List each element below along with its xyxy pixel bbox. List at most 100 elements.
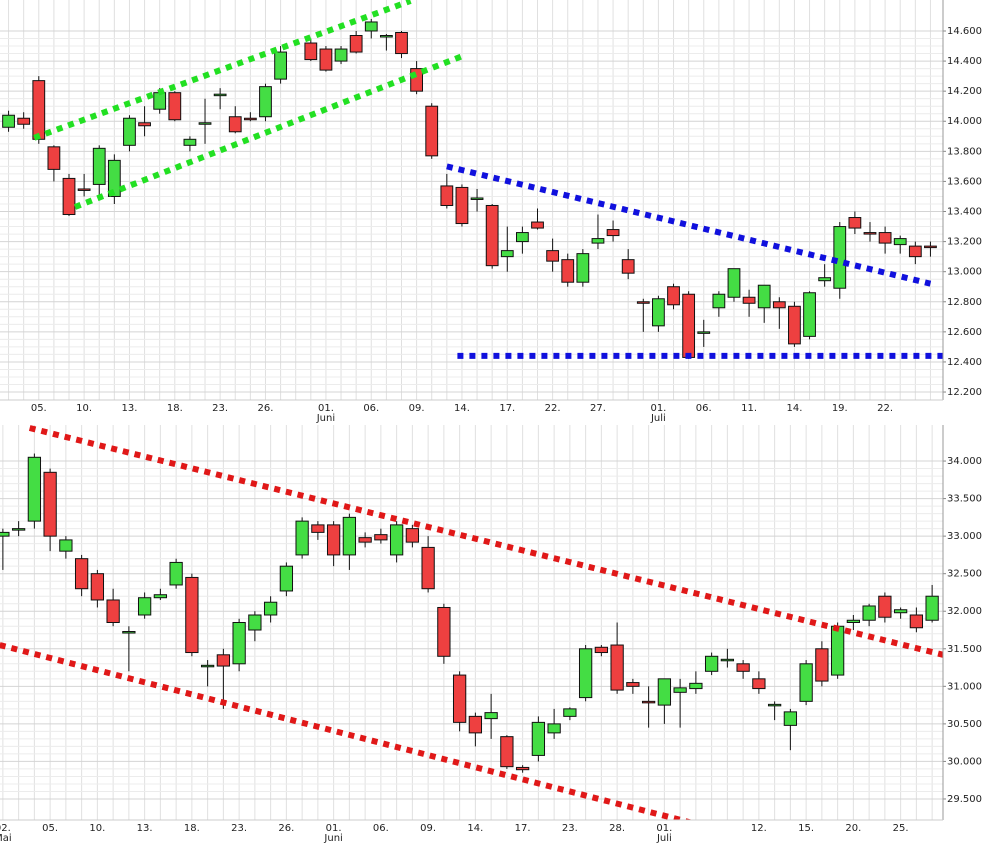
candle-body	[500, 250, 514, 258]
x-month-label: Juli	[656, 833, 672, 844]
x-tick-label: 27.	[590, 403, 606, 414]
y-tick-label: 31.500	[947, 644, 982, 655]
candle-body	[606, 229, 620, 237]
plot-area	[2, 0, 943, 359]
candle-body	[425, 105, 439, 157]
candle-body	[405, 528, 420, 543]
candle-body	[90, 573, 105, 601]
x-tick-label: 09.	[409, 403, 425, 414]
candle-body	[74, 558, 89, 590]
trend-line	[0, 642, 693, 820]
candle-body	[924, 245, 937, 249]
candle-body	[216, 654, 231, 667]
x-tick-label: 22.	[545, 403, 561, 414]
x-month-label: Juni	[323, 833, 342, 844]
x-tick-label: 14.	[467, 823, 483, 834]
candle-body	[515, 766, 530, 771]
x-tick-label: 05.	[31, 403, 47, 414]
candle-body	[591, 238, 605, 244]
candle-body	[213, 93, 227, 97]
y-tick-label: 12.800	[947, 297, 982, 308]
candle-body	[364, 21, 378, 32]
candle-body	[682, 293, 696, 358]
candle-body	[248, 614, 262, 631]
candle-body	[846, 619, 861, 623]
x-tick-label: 25.	[893, 823, 909, 834]
y-tick-label: 29.500	[947, 794, 982, 805]
candle-body	[720, 658, 735, 662]
candle-body	[484, 712, 498, 720]
candle-body	[47, 146, 61, 170]
candle-body	[909, 614, 924, 629]
y-tick-label: 33.500	[947, 494, 982, 505]
candle-body	[531, 721, 546, 756]
x-month-label: Juni	[316, 413, 335, 424]
x-tick-label: 01.	[656, 823, 672, 834]
y-tick-label: 12.400	[947, 357, 982, 368]
candle-body	[830, 625, 845, 676]
y-tick-label: 13.600	[947, 176, 982, 187]
candle-body	[326, 524, 341, 556]
candle-body	[576, 253, 590, 283]
candle-body	[742, 296, 756, 304]
trend-line	[28, 425, 943, 658]
candle-body	[641, 700, 656, 704]
y-tick-label: 13.200	[947, 237, 982, 248]
candle-body	[657, 678, 672, 706]
y-tick-label: 32.000	[947, 606, 982, 617]
y-tick-label: 30.000	[947, 756, 982, 767]
y-tick-label: 13.400	[947, 207, 982, 218]
y-tick-label: 32.500	[947, 569, 982, 580]
candle-body	[788, 305, 801, 345]
candle-body	[379, 35, 393, 38]
candle-body	[833, 226, 847, 289]
x-tick-label: 23.	[562, 823, 578, 834]
candle-body	[304, 42, 318, 61]
candle-body	[925, 595, 939, 621]
candle-body	[783, 711, 798, 726]
candle-body	[736, 663, 750, 672]
candle-body	[578, 648, 593, 699]
x-tick-label: 28.	[609, 823, 625, 834]
candle-body	[232, 622, 246, 665]
candle-body	[440, 185, 454, 206]
candle-body	[243, 117, 257, 121]
candle-body	[334, 48, 348, 62]
x-tick-label: 17.	[499, 403, 515, 414]
candle-body	[500, 736, 514, 768]
x-tick-label: 06.	[373, 823, 389, 834]
candle-body	[319, 48, 333, 71]
candle-body	[652, 298, 665, 327]
candle-body	[274, 51, 287, 80]
candle-body	[0, 531, 10, 537]
candle-body	[17, 117, 31, 125]
y-tick-label: 12.600	[947, 327, 982, 338]
y-tick-label: 13.000	[947, 267, 982, 278]
candle-body	[546, 250, 560, 262]
candle-body	[893, 238, 907, 246]
trend-line	[73, 52, 467, 210]
candle-body	[727, 268, 741, 298]
candle-body	[62, 177, 76, 216]
x-tick-label: 18.	[184, 823, 200, 834]
candle-body	[107, 159, 121, 197]
candle-body	[799, 663, 813, 702]
candle-body	[138, 122, 151, 127]
y-tick-label: 34.000	[947, 456, 982, 467]
y-tick-label: 14.400	[947, 56, 982, 67]
y-tick-label: 31.000	[947, 681, 982, 692]
candle-body	[667, 286, 680, 306]
candle-body	[43, 471, 57, 537]
candle-body	[200, 664, 215, 668]
candle-body	[183, 138, 197, 146]
x-tick-label: 17.	[515, 823, 531, 834]
candle-body	[621, 259, 635, 274]
candle-body	[848, 217, 862, 229]
y-tick-label: 30.500	[947, 719, 982, 730]
candle-body	[122, 631, 136, 634]
candle-body	[752, 678, 766, 690]
grid	[0, 0, 943, 400]
candle-body	[878, 232, 892, 244]
